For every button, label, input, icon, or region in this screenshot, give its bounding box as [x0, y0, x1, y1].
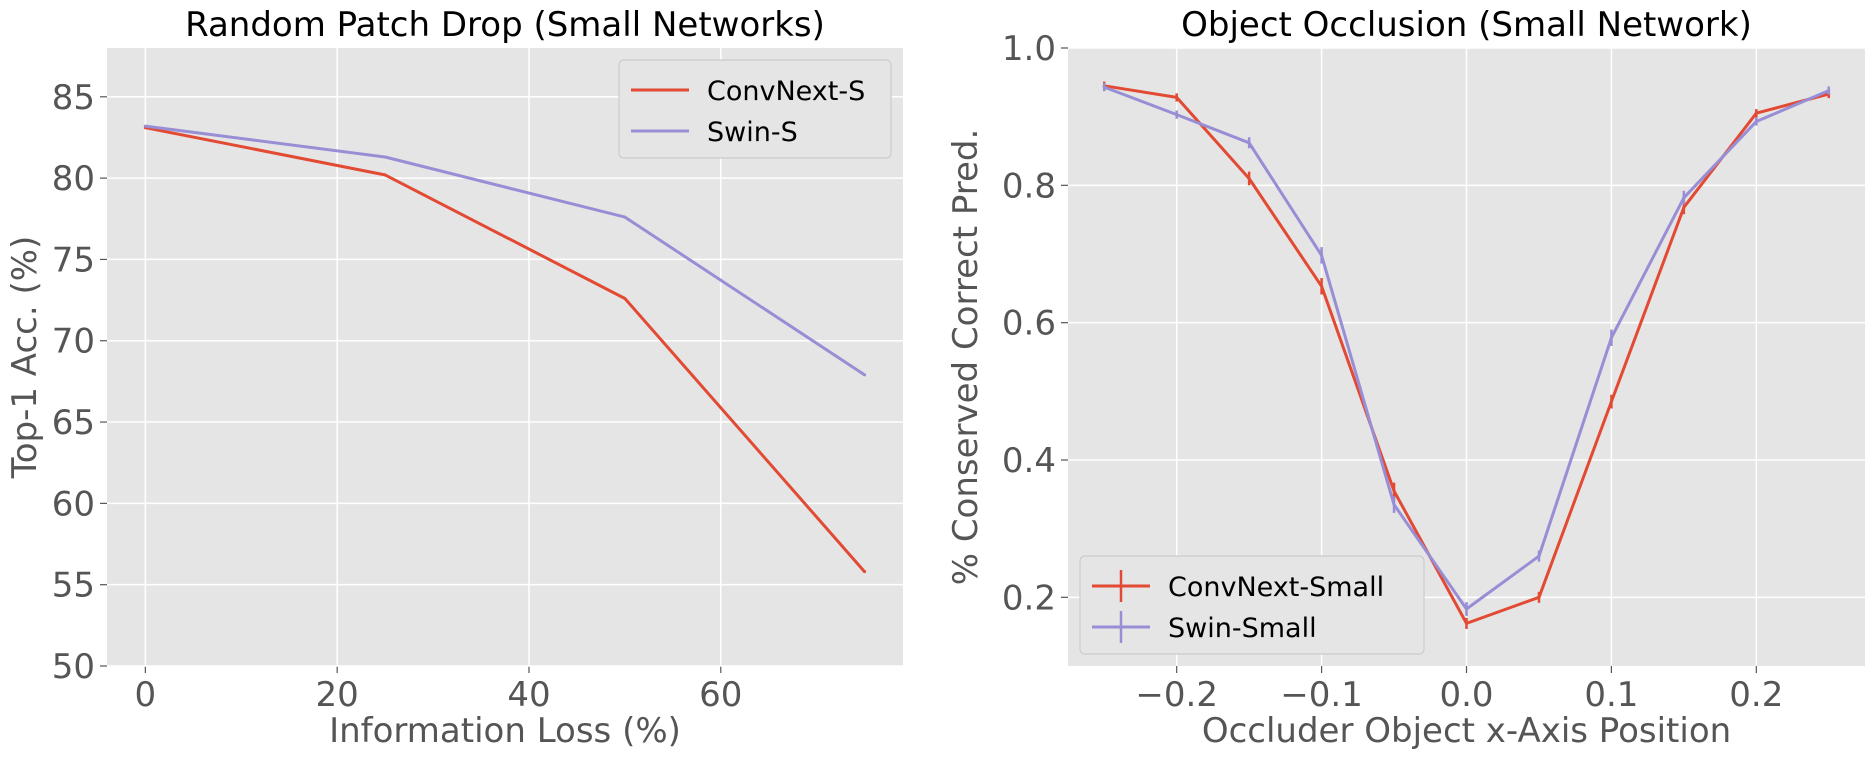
series-line-1	[145, 124, 866, 377]
x-tick-label: −0.2	[1135, 675, 1218, 715]
legend-frame	[618, 59, 892, 159]
y-tick-label: 0.8	[1002, 166, 1056, 206]
x-tick-label: 40	[507, 675, 550, 715]
x-tick-label: 0.1	[1584, 675, 1638, 715]
x-tick-label: 20	[316, 675, 359, 715]
x-axis-label: Information Loss (%)	[329, 711, 681, 751]
y-tick-label: 75	[52, 240, 95, 280]
legend: ConvNext-S Swin-S	[618, 59, 892, 159]
chart-panel-1: −0.2 −0.1 0.0 0.1 0.2 0.2 0.4 0.6 0.8 1.0 Object O…	[946, 5, 1865, 751]
data-point	[863, 373, 867, 377]
legend-label: Swin-S	[707, 117, 798, 148]
y-tick-label: 60	[52, 484, 95, 524]
x-axis-label: Occluder Object x-Axis Position	[1202, 711, 1731, 751]
legend: ConvNext-Small Swin-Small	[1079, 555, 1425, 655]
data-point	[143, 124, 147, 128]
legend-label: ConvNext-S	[707, 76, 865, 107]
y-tick-label: 0.4	[1002, 441, 1056, 481]
legend-frame	[1079, 555, 1425, 655]
y-tick-label: 85	[52, 78, 95, 118]
x-tick-label: 0.0	[1439, 675, 1493, 715]
data-point	[623, 215, 627, 219]
data-point	[863, 570, 867, 574]
y-tick-label: 80	[52, 159, 95, 199]
data-point	[383, 155, 387, 159]
y-tick-label: 55	[52, 566, 95, 606]
x-tick-label: 60	[699, 675, 742, 715]
chart-title: Object Occlusion (Small Network)	[1181, 5, 1752, 45]
data-point	[623, 296, 627, 300]
legend-label: Swin-Small	[1168, 613, 1317, 644]
y-tick-label: 0.2	[1002, 578, 1056, 618]
x-tick-label: 0	[135, 675, 157, 715]
y-axis-label: % Conserved Correct Pred.	[946, 129, 986, 586]
y-tick-label: 50	[52, 647, 95, 687]
x-tick-label: −0.1	[1280, 675, 1363, 715]
y-tick-label: 70	[52, 322, 95, 362]
y-axis-label: Top-1 Acc. (%)	[5, 236, 45, 480]
series-line-0	[145, 126, 866, 573]
chart-panel-0: 0 20 40 60 50 55 60 65 70 75 80 85 Random Patch Drop…	[5, 5, 903, 751]
y-tick-label: 0.6	[1002, 304, 1056, 344]
x-tick-label: 0.2	[1729, 675, 1783, 715]
chart-title: Random Patch Drop (Small Networks)	[185, 5, 825, 45]
y-tick-label: 1.0	[1002, 29, 1056, 69]
legend-label: ConvNext-Small	[1168, 572, 1384, 603]
y-tick-label: 65	[52, 403, 95, 443]
data-point	[383, 173, 387, 177]
